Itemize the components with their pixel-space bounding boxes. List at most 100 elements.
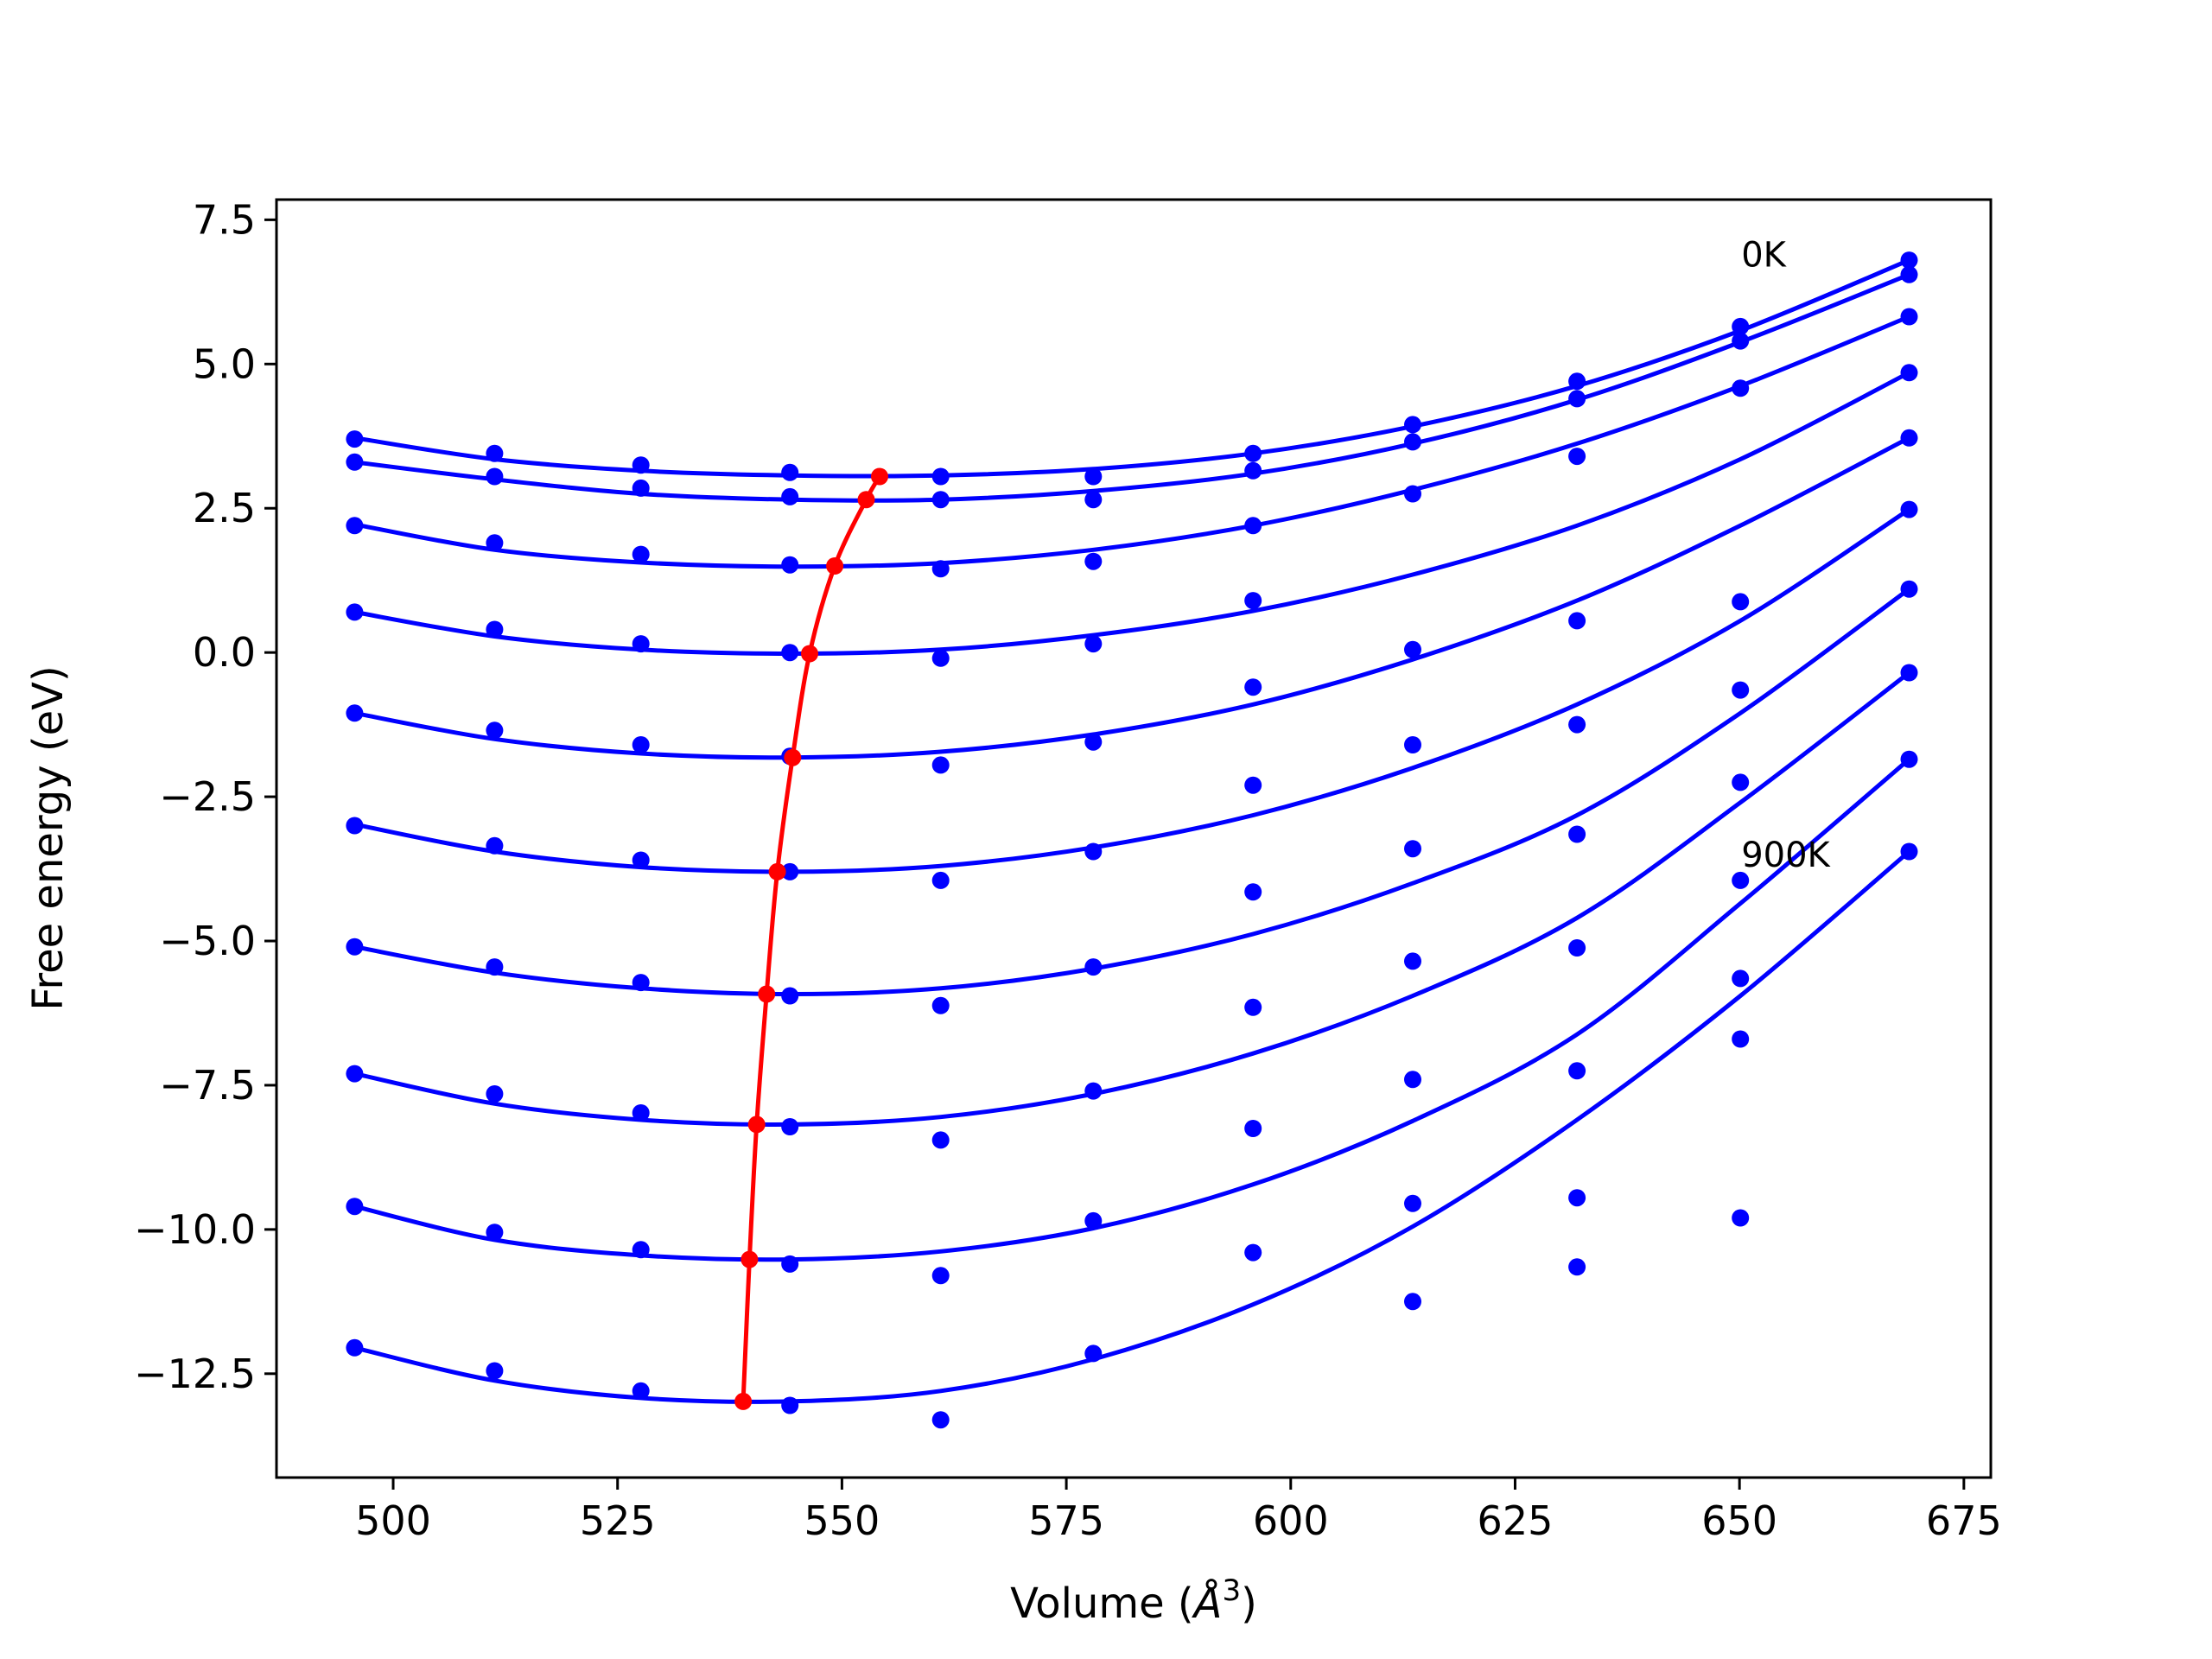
- data-point-2-8: [1568, 448, 1586, 466]
- x-axis-label-symbol: Å: [1192, 1579, 1223, 1628]
- data-point-7-6: [1244, 998, 1262, 1016]
- data-point-7-5: [1084, 1082, 1103, 1100]
- data-point-5-3: [781, 862, 799, 880]
- data-point-4-5: [1084, 733, 1103, 751]
- data-point-9-4: [931, 1411, 950, 1429]
- data-point-2-1: [486, 534, 504, 552]
- y-tick-label-6: −7.5: [159, 1062, 256, 1109]
- data-point-6-1: [486, 958, 504, 976]
- y-tick-label-1: 5.0: [193, 340, 256, 387]
- y-tick-layer: 7.5 5.0 2.5 0.0 −2.5 −5.0 −7.5 −10.0 −12.5: [134, 196, 276, 1397]
- data-point-0-8: [1568, 372, 1586, 391]
- y-tick-label-3: 0.0: [193, 629, 256, 676]
- data-point-4-10: [1900, 429, 1918, 447]
- data-point-1-0: [346, 453, 364, 471]
- series-9: [346, 842, 1918, 1429]
- data-point-2-10: [1900, 308, 1918, 326]
- series-6: [346, 580, 1918, 1014]
- data-point-7-2: [632, 1104, 650, 1122]
- x-tick-label-4: 600: [1253, 1497, 1329, 1544]
- minimum-point-5: [768, 862, 786, 880]
- y-tick-label-4: −2.5: [159, 773, 256, 820]
- data-point-5-2: [632, 851, 650, 869]
- y-tick-label-0: 7.5: [193, 196, 256, 243]
- data-point-8-2: [632, 1241, 650, 1259]
- data-point-9-7: [1404, 1293, 1421, 1311]
- data-point-7-3: [781, 1118, 799, 1135]
- x-tick-label-6: 650: [1701, 1497, 1777, 1544]
- series-3: [346, 364, 1918, 667]
- data-point-8-7: [1404, 1194, 1421, 1212]
- data-point-3-1: [486, 620, 504, 639]
- data-point-0-7: [1404, 416, 1421, 434]
- data-point-8-3: [781, 1255, 799, 1273]
- data-point-2-7: [1404, 485, 1421, 503]
- series-8: [346, 750, 1918, 1285]
- data-point-8-9: [1732, 1030, 1750, 1048]
- x-tick-label-2: 550: [804, 1497, 880, 1544]
- y-tick-label-8: −12.5: [134, 1351, 256, 1397]
- series-0: [346, 251, 1918, 486]
- x-tick-label-3: 575: [1028, 1497, 1104, 1544]
- data-point-2-4: [931, 560, 950, 578]
- data-point-4-1: [486, 721, 504, 740]
- fit-curve-4: [353, 435, 1910, 760]
- data-point-9-0: [346, 1338, 364, 1357]
- plot-frame: [275, 198, 1993, 1479]
- data-point-9-1: [486, 1362, 504, 1380]
- x-tick-label-1: 525: [580, 1497, 656, 1544]
- data-point-0-3: [781, 463, 799, 481]
- data-point-1-2: [632, 479, 650, 497]
- annotation-layer: 0K 900K: [1741, 235, 1831, 875]
- data-point-6-4: [931, 996, 950, 1014]
- data-point-6-8: [1568, 939, 1586, 957]
- data-point-5-9: [1732, 773, 1750, 791]
- data-point-6-7: [1404, 952, 1421, 970]
- minimum-point-7: [747, 1116, 766, 1134]
- data-point-2-3: [781, 556, 799, 574]
- data-point-0-2: [632, 456, 650, 474]
- data-point-5-4: [931, 871, 950, 889]
- data-point-0-6: [1244, 444, 1262, 462]
- data-point-6-5: [1084, 958, 1103, 976]
- fit-curve-8: [353, 757, 1911, 1262]
- x-tick-label-0: 500: [355, 1497, 431, 1544]
- data-point-7-8: [1568, 1062, 1586, 1080]
- minimum-point-6: [758, 985, 776, 1003]
- data-point-7-9: [1732, 969, 1750, 988]
- data-point-2-9: [1732, 379, 1750, 397]
- data-point-1-1: [486, 467, 504, 486]
- data-point-2-2: [632, 545, 650, 563]
- fit-curve-0: [354, 257, 1910, 479]
- data-point-6-0: [346, 938, 364, 956]
- data-point-0-9: [1732, 317, 1750, 335]
- series-1: [346, 265, 1918, 509]
- data-point-9-2: [632, 1382, 650, 1400]
- fit-curve-1: [354, 272, 1910, 503]
- data-point-6-6: [1244, 883, 1262, 901]
- data-point-9-6: [1244, 1243, 1262, 1262]
- data-point-3-3: [781, 644, 799, 662]
- data-point-8-6: [1244, 1120, 1262, 1137]
- data-point-0-0: [346, 430, 364, 448]
- data-point-8-8: [1568, 1189, 1586, 1207]
- data-point-5-5: [1084, 842, 1103, 861]
- data-point-9-9: [1732, 1209, 1750, 1227]
- x-axis-label-text: Volume (: [1010, 1580, 1194, 1628]
- y-tick-label-5: −5.0: [159, 918, 256, 964]
- data-point-4-8: [1568, 715, 1586, 734]
- annotation-0k: 0K: [1741, 235, 1787, 275]
- x-axis-label: Volume (Å3): [1010, 1573, 1257, 1628]
- data-point-5-1: [486, 836, 504, 855]
- fit-curve-6: [353, 587, 1910, 997]
- x-tick-layer: 500 525 550 575 600 625 650 675: [355, 1478, 2002, 1544]
- data-point-1-7: [1404, 433, 1421, 451]
- y-tick-label-2: 2.5: [193, 485, 256, 531]
- data-point-2-5: [1084, 552, 1103, 570]
- data-point-1-8: [1568, 390, 1586, 408]
- data-point-0-5: [1084, 467, 1103, 486]
- minimum-point-2: [826, 557, 844, 575]
- data-point-8-10: [1900, 750, 1918, 768]
- data-point-9-10: [1900, 842, 1918, 861]
